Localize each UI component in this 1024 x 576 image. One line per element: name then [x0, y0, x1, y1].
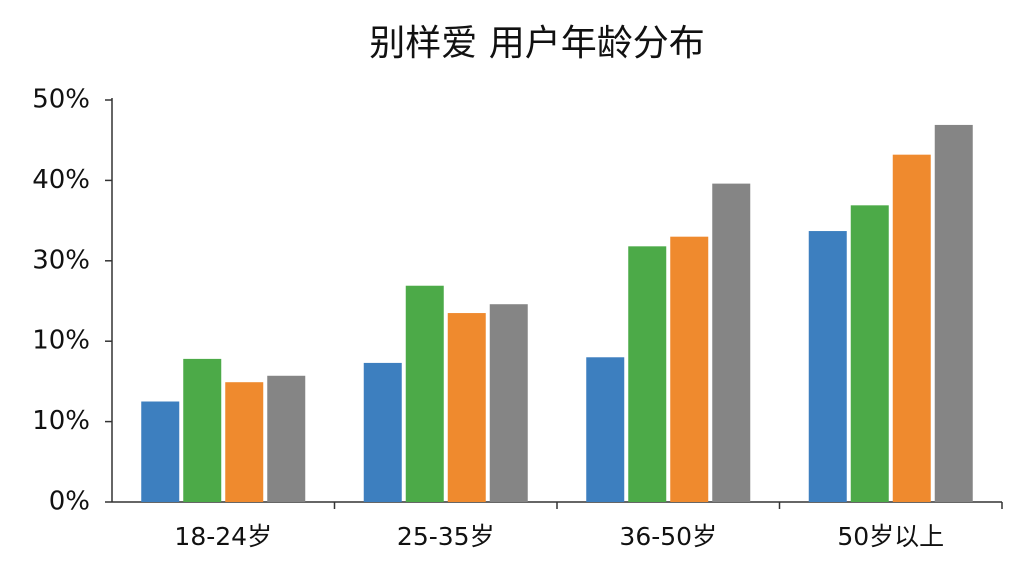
bar [447, 313, 486, 502]
y-tick-label: 30% [32, 245, 90, 275]
y-tick-label: 40% [32, 165, 90, 195]
bar [141, 401, 180, 502]
y-tick-label: 0% [49, 487, 90, 517]
bar [712, 183, 751, 502]
bar [850, 205, 889, 502]
bar [267, 375, 306, 502]
x-tick-label: 36-50岁 [619, 522, 717, 551]
x-tick-label: 18-24岁 [174, 522, 272, 551]
x-tick-label: 25-35岁 [397, 522, 495, 551]
bar [183, 358, 222, 502]
x-tick-label: 50岁以上 [837, 522, 944, 551]
y-tick-label: 50% [32, 85, 90, 115]
bar [808, 231, 847, 502]
bar [670, 236, 709, 502]
chart-title: 别样爱 用户年龄分布 [369, 23, 704, 64]
bar [363, 362, 402, 502]
y-tick-label: 10% [32, 406, 90, 436]
bar [628, 246, 667, 502]
bar [586, 357, 625, 502]
bar [405, 285, 444, 502]
bar [934, 124, 973, 502]
bar [225, 382, 264, 502]
bar [892, 154, 931, 502]
bar [489, 304, 528, 502]
y-tick-label: 10% [32, 326, 90, 356]
